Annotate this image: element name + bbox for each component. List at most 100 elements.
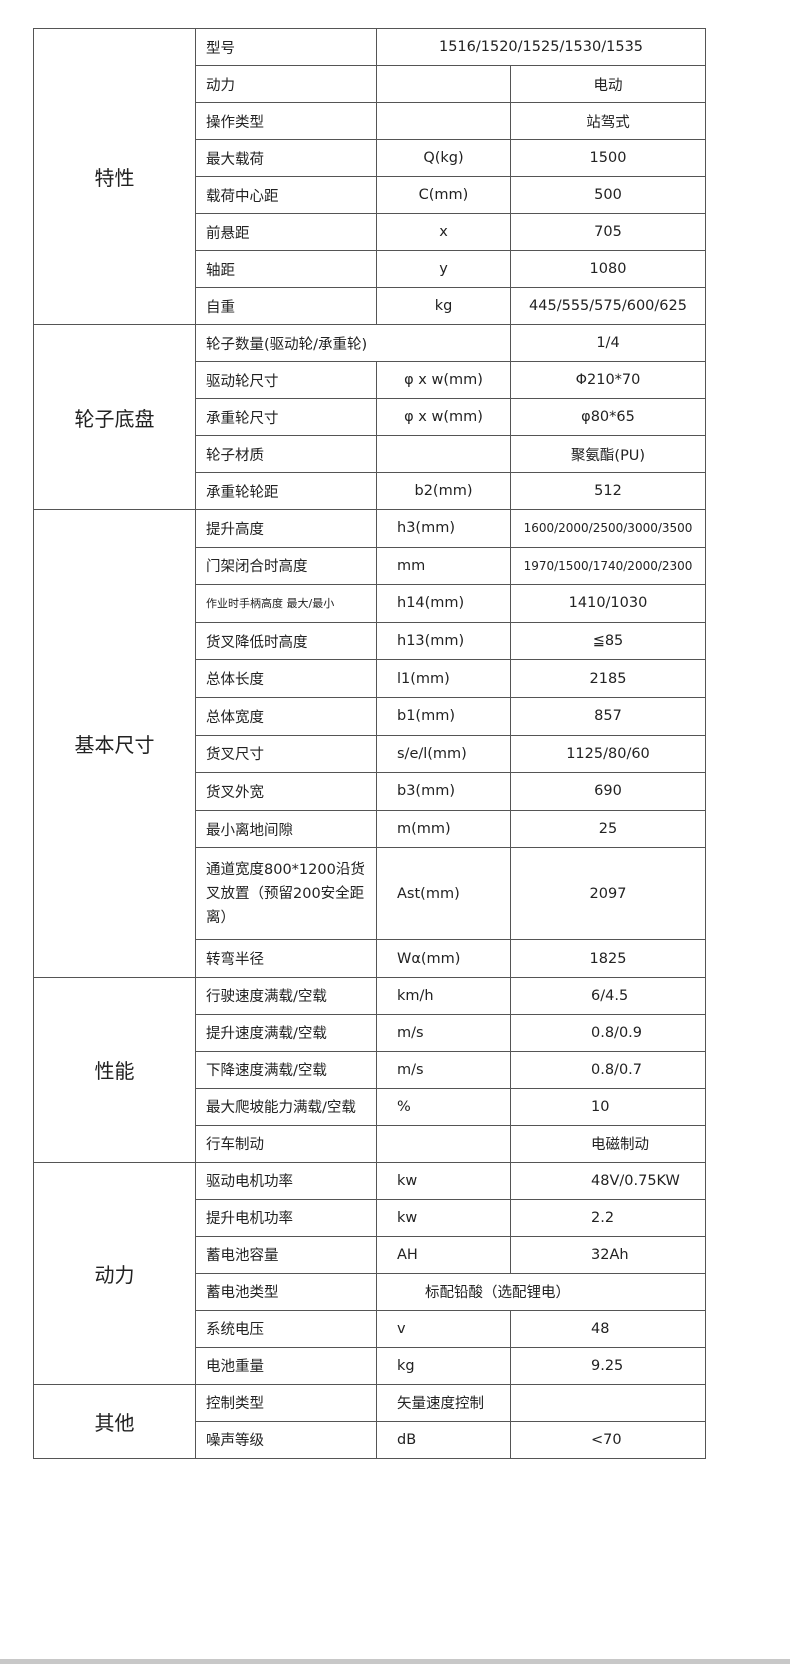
spec-name: 行驶速度满载/空载 (195, 976, 377, 1015)
spec-value: φ80*65 (510, 398, 706, 436)
spec-unit: C(mm) (376, 176, 511, 214)
spec-value: 1516/1520/1525/1530/1535 (376, 28, 706, 66)
spec-name: 通道宽度800*1200沿货叉放置（预留200安全距离） (195, 847, 377, 941)
spec-name: 驱动电机功率 (195, 1161, 377, 1200)
spec-value: 2097 (510, 847, 706, 941)
spec-value (510, 1383, 706, 1422)
spec-unit: Wα(mm) (376, 939, 511, 978)
spec-value: 32Ah (510, 1235, 706, 1274)
spec-name: 承重轮轮距 (195, 472, 377, 510)
spec-name: 动力 (195, 65, 377, 103)
table-row: 系统电压 v 48 (34, 1309, 706, 1348)
spec-name: 承重轮尺寸 (195, 398, 377, 436)
table-row: 轴距 y 1080 (34, 250, 706, 288)
spec-unit (376, 435, 511, 473)
table-row: 特性 型号 1516/1520/1525/1530/1535 (33, 28, 706, 325)
spec-unit: 矢量速度控制 (376, 1383, 511, 1422)
spec-unit: h13(mm) (376, 621, 511, 661)
spec-unit: φ x w(mm) (376, 398, 511, 436)
spec-name: 货叉降低时高度 (195, 621, 377, 661)
spec-value: 0.8/0.9 (510, 1013, 706, 1052)
table-row: 提升速度满载/空载 m/s 0.8/0.9 (34, 1013, 706, 1052)
spec-unit: % (376, 1087, 511, 1126)
spec-name: 提升高度 (195, 509, 377, 548)
group-label: 基本尺寸 (33, 509, 196, 978)
table-row: 基本尺寸 提升高度 h3(mm) 1600/2000/2500/3000/3500 (33, 509, 706, 978)
spec-name: 总体长度 (195, 659, 377, 698)
table-row: 转弯半径 Wα(mm) 1825 (34, 939, 706, 978)
spec-unit (376, 65, 511, 103)
spec-name: 提升电机功率 (195, 1198, 377, 1237)
spec-unit: v (376, 1309, 511, 1348)
spec-unit: m/s (376, 1050, 511, 1089)
spec-unit: mm (376, 546, 511, 586)
spec-value: 25 (510, 809, 706, 849)
spec-value: 聚氨酯(PU) (510, 435, 706, 473)
spec-unit: kw (376, 1161, 511, 1200)
table-row: 驱动轮尺寸 φ x w(mm) Φ210*70 (34, 361, 706, 399)
spec-name: 噪声等级 (195, 1420, 377, 1459)
spec-value: 1825 (510, 939, 706, 978)
spec-unit: φ x w(mm) (376, 361, 511, 399)
table-row: 蓄电池容量 AH 32Ah (34, 1235, 706, 1274)
spec-unit: AH (376, 1235, 511, 1274)
spec-name: 系统电压 (195, 1309, 377, 1348)
spec-name: 电池重量 (195, 1346, 377, 1385)
spec-unit: kg (376, 1346, 511, 1385)
spec-name: 驱动轮尺寸 (195, 361, 377, 399)
group-label: 其他 (33, 1383, 196, 1459)
spec-value: 1125/80/60 (510, 734, 706, 774)
table-row: 货叉降低时高度 h13(mm) ≦85 (34, 621, 706, 661)
spec-unit: Ast(mm) (376, 847, 511, 941)
spec-name: 载荷中心距 (195, 176, 377, 214)
spec-value: 48V/0.75KW (510, 1161, 706, 1200)
table-row: 最小离地间隙 m(mm) 25 (34, 809, 706, 849)
spec-unit: y (376, 250, 511, 288)
table-row: 电池重量 kg 9.25 (34, 1346, 706, 1385)
spec-unit: b1(mm) (376, 696, 511, 736)
spec-name: 轮子材质 (195, 435, 377, 473)
spec-unit: Q(kg) (376, 139, 511, 177)
spec-value: 1080 (510, 250, 706, 288)
spec-unit: l1(mm) (376, 659, 511, 698)
spec-name: 下降速度满载/空载 (195, 1050, 377, 1089)
spec-value: 电磁制动 (510, 1124, 706, 1163)
spec-name: 行车制动 (195, 1124, 377, 1163)
table-row: 作业时手柄高度 最大/最小 h14(mm) 1410/1030 (34, 584, 706, 623)
spec-unit: dB (376, 1420, 511, 1459)
spec-name: 最大载荷 (195, 139, 377, 177)
table-row: 载荷中心距 C(mm) 500 (34, 176, 706, 214)
spec-unit: x (376, 213, 511, 251)
spec-name: 蓄电池容量 (195, 1235, 377, 1274)
spec-unit: m(mm) (376, 809, 511, 849)
spec-value: 1600/2000/2500/3000/3500 (510, 509, 706, 548)
spec-name: 总体宽度 (195, 696, 377, 736)
spec-value: 1/4 (510, 324, 706, 362)
table-row: 轮子底盘 轮子数量(驱动轮/承重轮) 1/4 (33, 324, 706, 510)
spec-name: 最小离地间隙 (195, 809, 377, 849)
table-row: 噪声等级 dB <70 (34, 1420, 706, 1459)
spec-unit: h3(mm) (376, 509, 511, 548)
spec-value: 10 (510, 1087, 706, 1126)
spec-name: 轴距 (195, 250, 377, 288)
group-label: 特性 (33, 28, 196, 325)
spec-name: 门架闭合时高度 (195, 546, 377, 586)
spec-name: 前悬距 (195, 213, 377, 251)
spec-value: 6/4.5 (510, 976, 706, 1015)
table-row: 货叉尺寸 s/e/l(mm) 1125/80/60 (34, 734, 706, 774)
spec-value: 标配铅酸（选配锂电） (376, 1272, 706, 1311)
table-row: 操作类型 站驾式 (34, 102, 706, 140)
spec-value: 1970/1500/1740/2000/2300 (510, 546, 706, 586)
spec-table: 特性 型号 1516/1520/1525/1530/1535 动力 电动 操作类型 站驾式最… (33, 28, 706, 1459)
spec-name: 轮子数量(驱动轮/承重轮) (195, 324, 511, 362)
spec-unit: b2(mm) (376, 472, 511, 510)
spec-unit: m/s (376, 1013, 511, 1052)
spec-name: 作业时手柄高度 最大/最小 (195, 584, 377, 623)
table-row: 最大载荷 Q(kg) 1500 (34, 139, 706, 177)
spec-name: 提升速度满载/空载 (195, 1013, 377, 1052)
spec-value: 512 (510, 472, 706, 510)
spec-unit: kw (376, 1198, 511, 1237)
table-row: 行车制动 电磁制动 (34, 1124, 706, 1163)
spec-value: 2185 (510, 659, 706, 698)
spec-name: 型号 (195, 28, 377, 66)
